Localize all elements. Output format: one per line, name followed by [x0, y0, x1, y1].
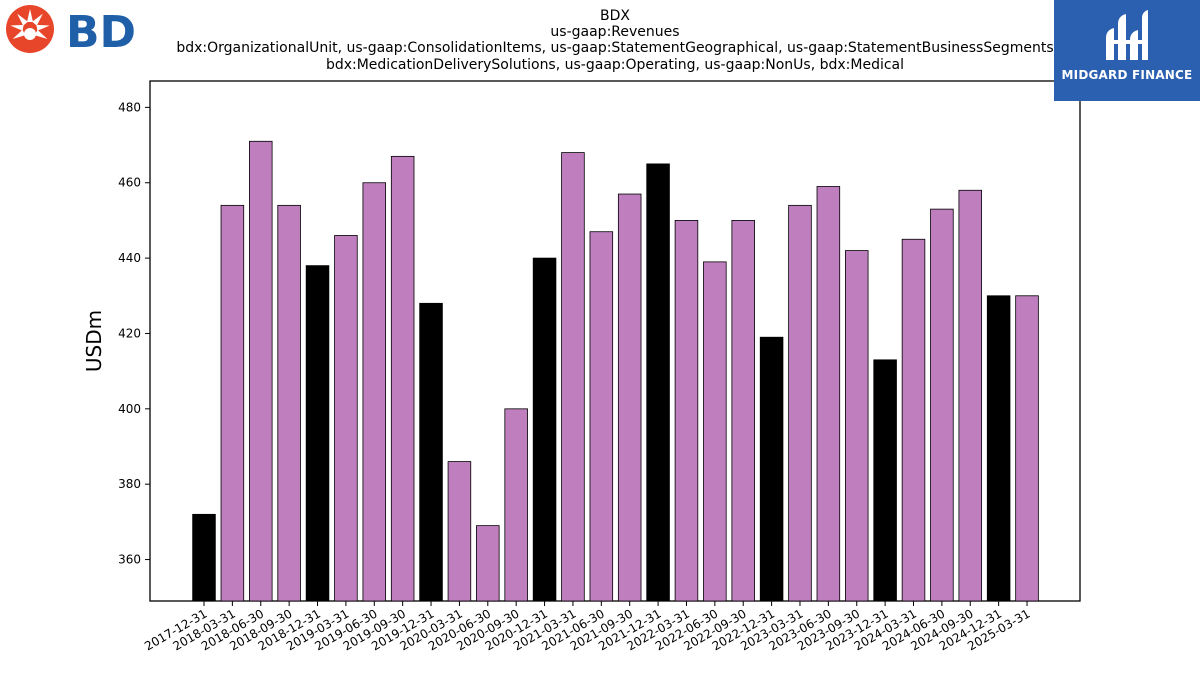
bd-logo-text: BD — [66, 7, 136, 58]
y-axis-label: USDm — [82, 310, 106, 372]
chart-title: BDX us-gaap:Revenues bdx:OrganizationalU… — [176, 8, 1053, 73]
title-line-2: us-gaap:Revenues — [550, 24, 679, 40]
starburst-logo-icon — [6, 5, 54, 53]
y-axis: 360 380 400 420 440 460 480 — [118, 100, 150, 567]
midgard-logo-icon — [1106, 10, 1148, 60]
bar-2020-06-30 — [476, 525, 500, 602]
bar-2024-03-31 — [901, 238, 926, 602]
bar-2018-03-31 — [220, 204, 245, 602]
bar-2019-09-30 — [390, 155, 415, 602]
bar-2022-03-31 — [674, 220, 699, 602]
bar-2022-12-31 — [759, 336, 784, 602]
bar-2020-09-30 — [504, 408, 528, 602]
bar-2018-06-30 — [249, 140, 273, 602]
midgard-logo-text: MIDGARD FINANCE — [1061, 68, 1193, 82]
bars — [192, 140, 1039, 602]
bar-2019-12-31 — [419, 302, 443, 602]
bd-logo: BD — [6, 5, 136, 58]
midgard-logo: MIDGARD FINANCE — [1054, 0, 1200, 101]
y-tick-label: 440 — [118, 251, 141, 265]
bar-2017-12-31 — [192, 513, 216, 602]
y-tick-label: 380 — [118, 477, 141, 491]
title-line-3: bdx:OrganizationalUnit, us-gaap:Consolid… — [176, 40, 1053, 56]
bar-2023-09-30 — [844, 250, 869, 602]
bar-2020-12-31 — [532, 257, 557, 602]
bar-2021-06-30 — [589, 231, 614, 602]
bar-2018-12-31 — [305, 265, 330, 602]
bar-2021-12-31 — [646, 163, 670, 602]
bar-2019-03-31 — [334, 235, 358, 602]
bar-2021-03-31 — [561, 152, 585, 602]
bar-2018-09-30 — [277, 204, 301, 602]
bar-2019-06-30 — [362, 182, 387, 602]
bar-2024-12-31 — [986, 295, 1011, 602]
bar-2020-03-31 — [447, 461, 472, 602]
bar-2023-03-31 — [788, 204, 812, 602]
bar-2023-06-30 — [816, 186, 841, 602]
bar-2023-12-31 — [873, 359, 897, 602]
bar-2022-06-30 — [703, 261, 727, 602]
title-line-1: BDX — [600, 8, 630, 24]
title-line-4: bdx:MedicationDeliverySolutions, us-gaap… — [326, 57, 904, 73]
y-tick-label: 420 — [118, 326, 141, 340]
bar-2025-03-31 — [1015, 295, 1039, 602]
y-tick-label: 400 — [118, 402, 141, 416]
bar-2022-09-30 — [731, 220, 755, 602]
y-tick-label: 360 — [118, 553, 141, 567]
bar-2024-06-30 — [930, 208, 954, 602]
bar-2024-09-30 — [958, 189, 983, 602]
bar-2021-09-30 — [617, 193, 642, 602]
y-tick-label: 480 — [118, 100, 141, 114]
plot-frame — [149, 80, 1081, 602]
y-tick-label: 460 — [118, 176, 141, 190]
x-axis: 2017-12-312018-03-312018-06-302018-09-30… — [142, 601, 1033, 653]
